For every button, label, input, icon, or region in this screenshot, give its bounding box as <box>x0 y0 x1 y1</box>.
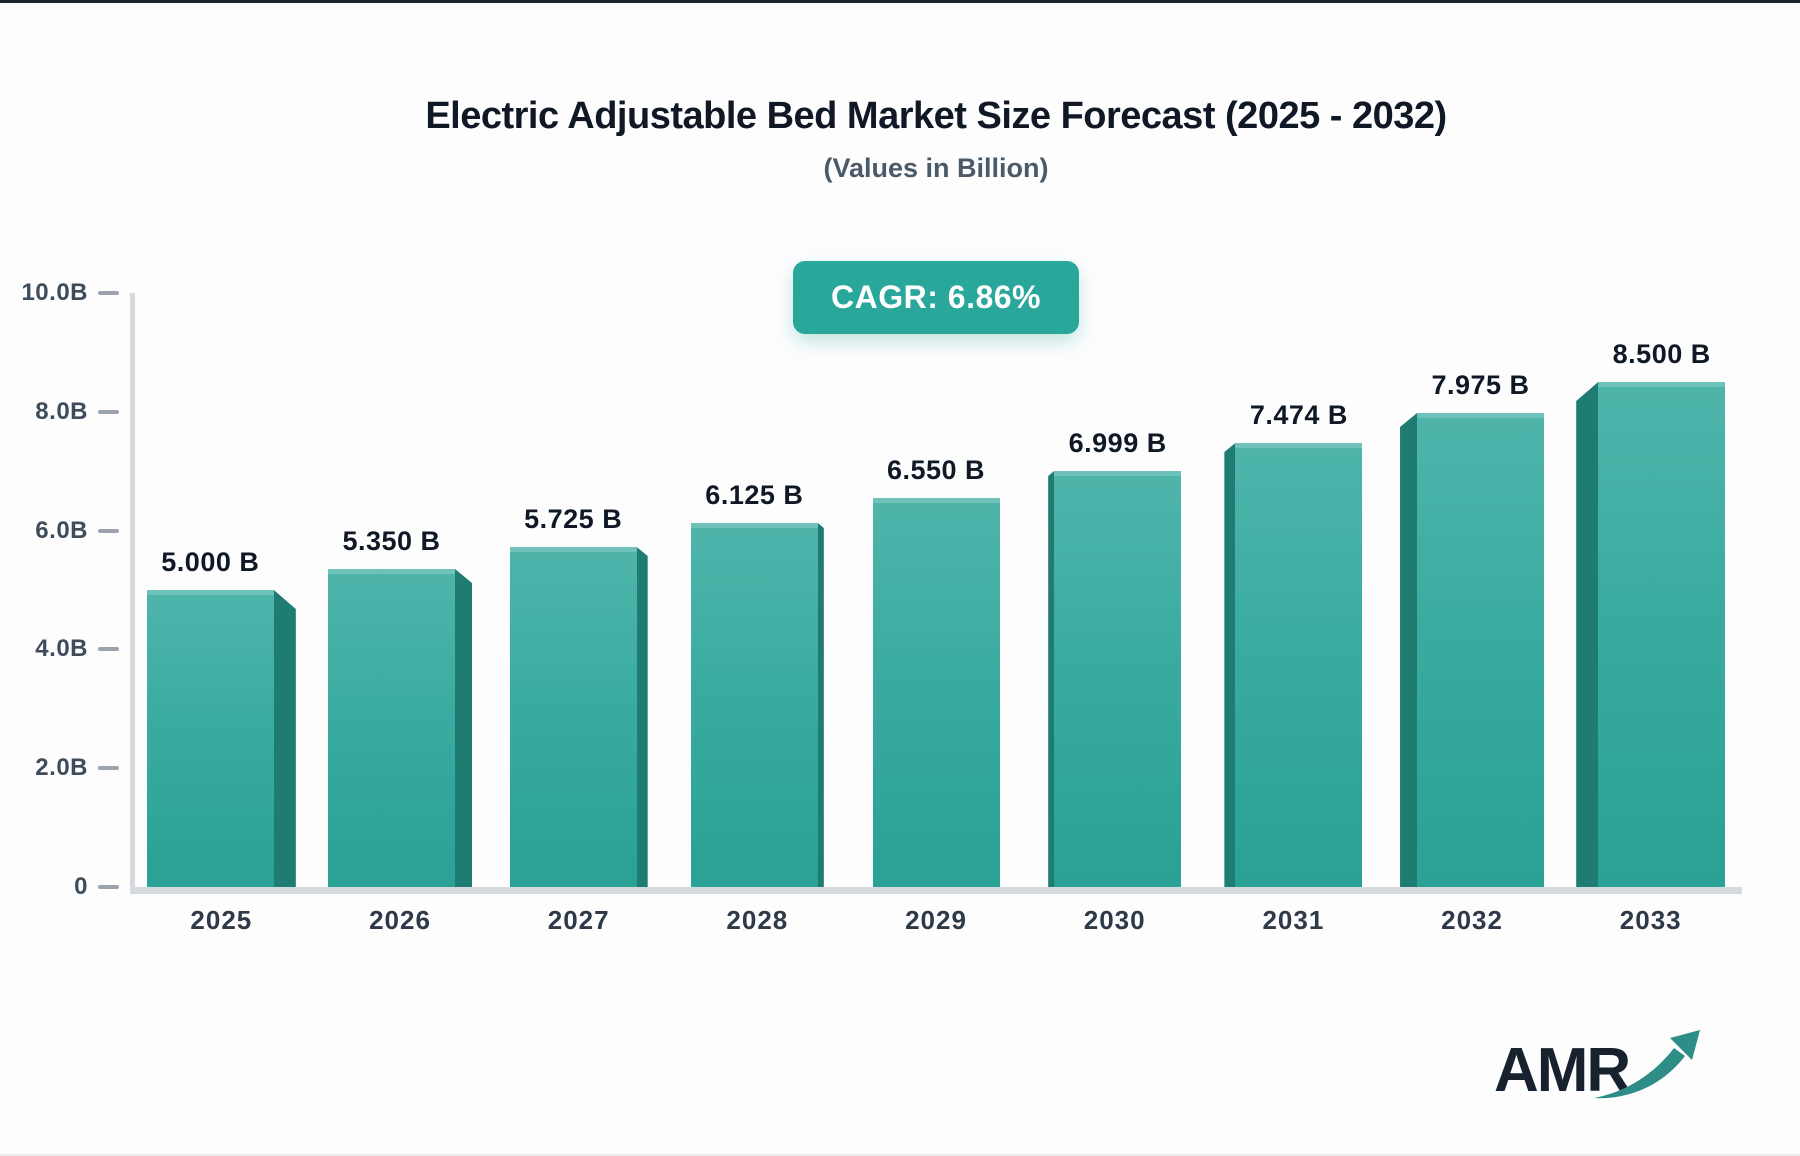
bar-face <box>146 590 274 887</box>
bar-slot-2030: 6.999 B <box>1025 293 1204 887</box>
chart-subtitle: (Values in Billion) <box>823 153 1049 183</box>
bar-value-label: 5.000 B <box>161 547 260 577</box>
bar-slot-2025: 5.000 B <box>132 293 311 887</box>
bar-slot-2028: 6.125 B <box>668 293 847 887</box>
bar-2026: 5.350 B <box>328 526 472 887</box>
amr-logo: AMR <box>1494 1030 1704 1106</box>
bar-face <box>1054 471 1182 887</box>
bar-2030: 6.999 B <box>1048 428 1182 887</box>
x-axis-labels: 2025 2026 2027 2028 2029 2030 2031 2032 2033 <box>132 905 1740 936</box>
bar-side-shadow <box>1048 471 1055 887</box>
bar-2025: 5.000 B <box>146 547 296 887</box>
bar-face <box>690 523 818 887</box>
x-tick-label-2033: 2033 <box>1619 905 1682 935</box>
bar-face <box>1417 413 1545 887</box>
bar-face <box>1598 382 1726 887</box>
y-tick-dash <box>98 647 119 652</box>
amr-logo-text: AMR <box>1494 1036 1631 1105</box>
bar-value-label: 5.725 B <box>524 504 623 534</box>
y-tick-dash <box>98 291 119 295</box>
bar-value-label: 5.350 B <box>342 526 441 556</box>
growth-arrow-icon <box>1594 1030 1700 1099</box>
bar-slot-2029: 6.550 B <box>847 293 1026 887</box>
bar-side-shadow <box>1400 413 1418 887</box>
y-tick-label: 4.0B <box>35 635 88 663</box>
x-tick-label-2026: 2026 <box>369 905 431 935</box>
bar-slot-2032: 7.975 B <box>1383 293 1562 887</box>
y-tick-label: 10.0B <box>21 279 88 306</box>
bar-2027: 5.725 B <box>509 504 648 887</box>
bar-face <box>509 547 637 887</box>
x-axis-line <box>130 887 1742 894</box>
bar-side-shadow <box>1224 443 1236 887</box>
bar-2033: 8.500 B <box>1576 339 1726 887</box>
bar-value-label: 8.500 B <box>1612 339 1711 369</box>
bar-value-label: 7.975 B <box>1431 370 1530 400</box>
x-tick-label-2028: 2028 <box>726 905 789 935</box>
x-tick-label-2030: 2030 <box>1083 905 1146 935</box>
y-axis-line <box>130 293 135 890</box>
bar-face <box>872 498 1000 887</box>
bar-value-label: 6.125 B <box>705 480 804 510</box>
x-tick-label-2027: 2027 <box>547 905 610 935</box>
bar-side-shadow <box>636 547 648 887</box>
bar-side-shadow <box>1576 382 1599 887</box>
bar-2029: 6.550 B <box>872 455 1000 887</box>
y-tick-label: 6.0B <box>35 516 88 544</box>
y-tick-dash <box>98 409 119 414</box>
bar-side-shadow <box>455 569 472 887</box>
bar-slot-2033: 8.500 B <box>1561 293 1740 887</box>
chart-title: Electric Adjustable Bed Market Size Fore… <box>425 95 1447 137</box>
x-tick-label-2025: 2025 <box>190 905 253 935</box>
bar-2028: 6.125 B <box>690 480 824 887</box>
x-tick-label-2029: 2029 <box>905 905 967 935</box>
y-tick-label: 8.0B <box>35 397 88 425</box>
bar-face <box>1235 443 1363 887</box>
bar-value-label: 6.550 B <box>886 455 986 485</box>
x-tick-label-2032: 2032 <box>1441 905 1503 935</box>
cagr-badge-zone: CAGR: 6.86% <box>132 261 1740 334</box>
y-tick-dash <box>98 528 119 533</box>
bar-value-label: 6.999 B <box>1068 428 1167 458</box>
y-tick-dash <box>98 885 119 889</box>
bar-2032: 7.975 B <box>1400 370 1545 887</box>
bar-slot-2026: 5.350 B <box>311 293 490 887</box>
bar-side-shadow <box>273 590 296 887</box>
y-tick-label: 2.0B <box>35 754 88 782</box>
bar-2031: 7.474 B <box>1224 400 1363 887</box>
y-tick-dash <box>98 766 119 771</box>
x-tick-label-2031: 2031 <box>1262 905 1325 935</box>
bar-side-shadow <box>817 523 824 887</box>
bar-plot-area: 5.000 B 5.350 B 5.725 B 6.125 B 6.550 B 6.999… <box>132 293 1740 887</box>
bar-face <box>328 569 455 887</box>
bar-slot-2031: 7.474 B <box>1204 293 1383 887</box>
bar-slot-2027: 5.725 B <box>489 293 668 887</box>
bar-value-label: 7.474 B <box>1249 400 1348 430</box>
y-tick-label: 0 <box>74 873 88 900</box>
cagr-badge: CAGR: 6.86% <box>793 261 1079 334</box>
